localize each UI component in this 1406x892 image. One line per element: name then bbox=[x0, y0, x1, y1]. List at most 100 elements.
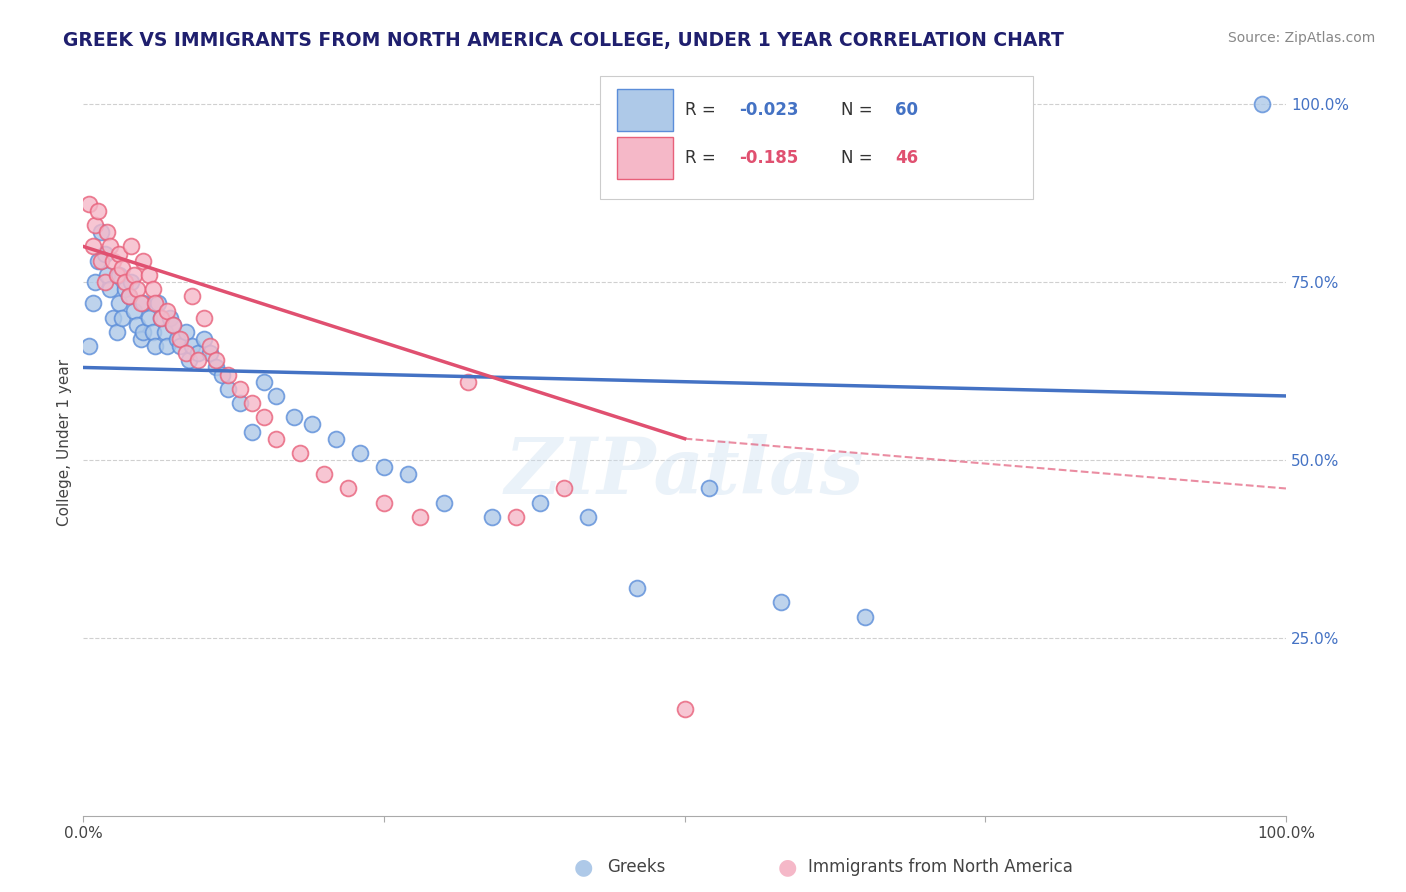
Point bbox=[187, 346, 209, 360]
Point bbox=[145, 339, 167, 353]
Point bbox=[111, 310, 134, 325]
Point bbox=[142, 282, 165, 296]
Point bbox=[132, 253, 155, 268]
Point bbox=[396, 467, 419, 482]
Point bbox=[204, 353, 226, 368]
Point bbox=[240, 396, 263, 410]
Point bbox=[132, 296, 155, 310]
Point bbox=[288, 446, 311, 460]
Point bbox=[122, 268, 145, 282]
Point bbox=[105, 268, 128, 282]
Point bbox=[433, 496, 456, 510]
Text: Source: ZipAtlas.com: Source: ZipAtlas.com bbox=[1227, 31, 1375, 45]
Point bbox=[150, 310, 173, 325]
Point bbox=[138, 310, 160, 325]
Text: ●: ● bbox=[778, 857, 797, 877]
Point bbox=[283, 410, 305, 425]
Point bbox=[114, 275, 136, 289]
Point bbox=[187, 353, 209, 368]
Point bbox=[96, 225, 118, 239]
Point bbox=[84, 218, 107, 232]
Point bbox=[120, 239, 142, 253]
Point bbox=[105, 325, 128, 339]
Point bbox=[204, 360, 226, 375]
Point bbox=[82, 239, 104, 253]
Text: N =: N = bbox=[841, 101, 877, 119]
Point bbox=[325, 432, 347, 446]
Point bbox=[90, 253, 112, 268]
Text: Immigrants from North America: Immigrants from North America bbox=[808, 858, 1073, 876]
Point bbox=[529, 496, 551, 510]
Point bbox=[769, 595, 792, 609]
Point bbox=[253, 375, 276, 389]
Point bbox=[103, 253, 125, 268]
Point bbox=[146, 296, 169, 310]
Point bbox=[228, 382, 250, 396]
Point bbox=[211, 368, 233, 382]
Point bbox=[174, 325, 197, 339]
Point bbox=[132, 325, 155, 339]
Point bbox=[217, 368, 239, 382]
Point bbox=[90, 225, 112, 239]
Point bbox=[114, 282, 136, 296]
Point bbox=[138, 268, 160, 282]
Point bbox=[98, 282, 121, 296]
Point bbox=[198, 339, 221, 353]
Text: GREEK VS IMMIGRANTS FROM NORTH AMERICA COLLEGE, UNDER 1 YEAR CORRELATION CHART: GREEK VS IMMIGRANTS FROM NORTH AMERICA C… bbox=[63, 31, 1064, 50]
Point bbox=[87, 203, 110, 218]
Point bbox=[122, 303, 145, 318]
Point bbox=[153, 325, 176, 339]
Point bbox=[481, 510, 503, 524]
FancyBboxPatch shape bbox=[600, 76, 1033, 199]
Point bbox=[120, 275, 142, 289]
Text: ●: ● bbox=[574, 857, 593, 877]
Text: -0.023: -0.023 bbox=[738, 101, 799, 119]
Point bbox=[162, 318, 184, 332]
Point bbox=[228, 396, 250, 410]
Point bbox=[129, 296, 152, 310]
Point bbox=[145, 296, 167, 310]
Text: 60: 60 bbox=[896, 101, 918, 119]
Point bbox=[108, 296, 131, 310]
Point bbox=[336, 482, 359, 496]
Y-axis label: College, Under 1 year: College, Under 1 year bbox=[58, 359, 72, 525]
Point bbox=[94, 275, 117, 289]
Point bbox=[156, 339, 179, 353]
Point bbox=[159, 310, 181, 325]
Text: Greeks: Greeks bbox=[607, 858, 666, 876]
Point bbox=[179, 353, 201, 368]
Text: ●: ● bbox=[592, 860, 603, 874]
Point bbox=[156, 303, 179, 318]
Point bbox=[505, 510, 527, 524]
Point bbox=[127, 282, 149, 296]
Point bbox=[253, 410, 276, 425]
Text: R =: R = bbox=[685, 149, 721, 167]
Point bbox=[312, 467, 335, 482]
Point bbox=[217, 382, 239, 396]
Point bbox=[118, 289, 141, 303]
Point bbox=[142, 325, 165, 339]
Text: -0.185: -0.185 bbox=[738, 149, 799, 167]
Point bbox=[180, 339, 202, 353]
Point bbox=[457, 375, 479, 389]
Point bbox=[697, 482, 720, 496]
Point bbox=[264, 389, 287, 403]
Point bbox=[129, 332, 152, 346]
Text: N =: N = bbox=[841, 149, 877, 167]
Point bbox=[162, 318, 184, 332]
Point bbox=[198, 346, 221, 360]
Point bbox=[96, 268, 118, 282]
Point bbox=[111, 260, 134, 275]
Point bbox=[118, 289, 141, 303]
Point bbox=[87, 253, 110, 268]
Point bbox=[373, 496, 395, 510]
Point bbox=[240, 425, 263, 439]
Point bbox=[626, 581, 648, 595]
Text: R =: R = bbox=[685, 101, 721, 119]
Point bbox=[193, 310, 215, 325]
Point bbox=[301, 417, 323, 432]
Point bbox=[79, 339, 101, 353]
Point bbox=[166, 332, 188, 346]
Point bbox=[169, 332, 191, 346]
Text: 46: 46 bbox=[896, 149, 918, 167]
